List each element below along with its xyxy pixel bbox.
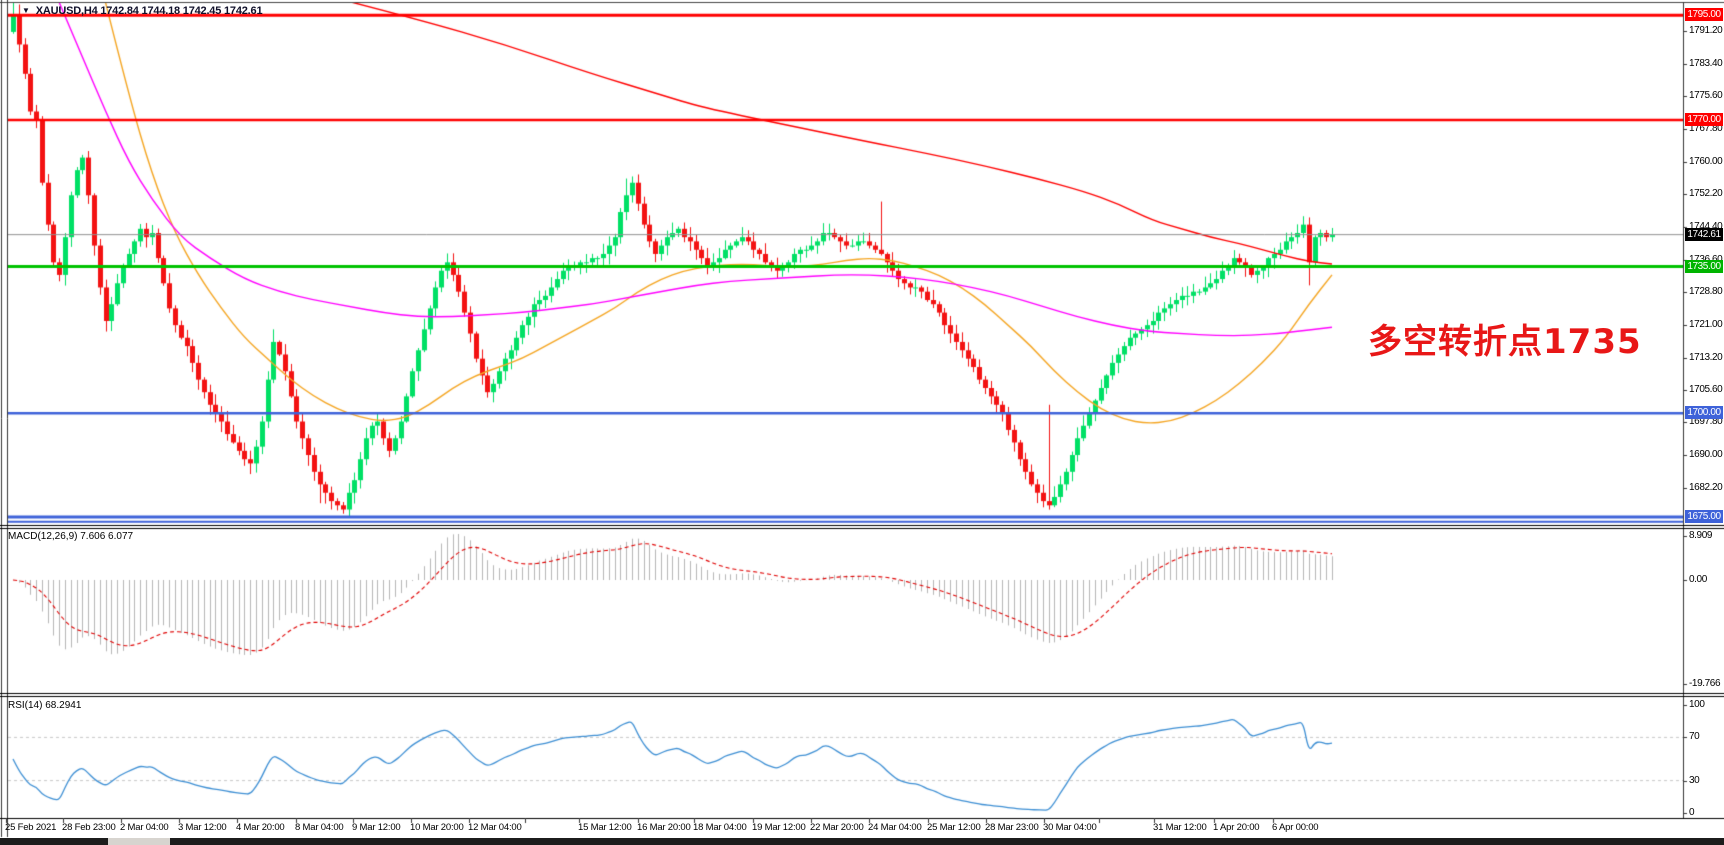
price-axis-label: 1690.00	[1689, 449, 1723, 461]
time-axis-label: 25 Feb 2021	[5, 822, 57, 833]
time-axis-label: 31 Mar 12:00	[1153, 822, 1207, 833]
rsi-axis-label: 30	[1689, 774, 1700, 786]
time-axis-label: 3 Mar 12:00	[178, 822, 227, 833]
macd-indicator-label: MACD(12,26,9) 7.606 6.077	[8, 531, 134, 542]
time-axis-label: 19 Mar 12:00	[752, 822, 806, 833]
price-axis-label: 1721.00	[1689, 319, 1723, 331]
chevron-down-icon[interactable]: ▼	[22, 6, 30, 15]
price-axis-label: 1791.20	[1689, 25, 1723, 37]
price-axis-label: 1736.60	[1689, 254, 1723, 265]
time-axis-label: 18 Mar 04:00	[693, 822, 747, 833]
time-axis-label: 24 Mar 04:00	[868, 822, 922, 833]
time-axis-label: 2 Mar 04:00	[120, 822, 169, 833]
price-level-badge: 1770.00	[1685, 112, 1723, 126]
time-axis-label: 9 Mar 12:00	[352, 822, 401, 833]
price-axis-label: 1775.60	[1689, 90, 1723, 102]
time-axis-label: 12 Mar 04:00	[468, 822, 522, 833]
chart-tab-active[interactable]	[108, 838, 170, 845]
price-level-badge: 1700.00	[1685, 406, 1723, 420]
chart-tab-bar	[0, 838, 1724, 845]
price-axis-label: 1682.20	[1689, 481, 1723, 493]
macd-axis-label: -19.766	[1689, 677, 1721, 689]
price-axis-label: 1767.80	[1689, 123, 1723, 135]
time-axis-label: 28 Feb 23:00	[62, 822, 116, 833]
symbol-ohlc-text: XAUUSD,H4 1742.84 1744.18 1742.45 1742.6…	[35, 5, 263, 17]
macd-axis-label: 8.909	[1689, 530, 1713, 541]
time-axis-label: 30 Mar 04:00	[1043, 822, 1097, 833]
rsi-axis-label: 70	[1689, 731, 1700, 743]
time-axis-label: 4 Mar 20:00	[236, 822, 285, 833]
price-axis-label: 1728.80	[1689, 286, 1723, 298]
price-axis-label: 1697.80	[1689, 416, 1723, 428]
time-axis-label: 1 Apr 20:00	[1213, 822, 1260, 833]
rsi-indicator-label: RSI(14) 68.2941	[8, 700, 82, 711]
price-axis-label: 1783.40	[1689, 57, 1723, 69]
price-axis-label: 1713.20	[1689, 351, 1723, 363]
price-axis-label: 1705.60	[1689, 383, 1723, 395]
time-axis-label: 8 Mar 04:00	[295, 822, 344, 833]
macd-axis-label: 0.00	[1689, 574, 1707, 585]
price-level-badge: 1795.00	[1685, 8, 1723, 22]
price-level-badge: 1735.00	[1685, 259, 1723, 273]
time-axis-label: 25 Mar 12:00	[927, 822, 981, 833]
price-level-badge: 1675.00	[1685, 510, 1723, 524]
time-axis-label: 10 Mar 20:00	[410, 822, 464, 833]
price-axis-label: 1760.00	[1689, 155, 1723, 167]
time-axis-label: 28 Mar 23:00	[985, 822, 1039, 833]
price-axis-label: 1744.40	[1689, 221, 1723, 233]
current-price-badge: 1742.61	[1685, 227, 1723, 241]
time-axis-label: 15 Mar 12:00	[578, 822, 632, 833]
time-axis-label: 16 Mar 20:00	[637, 822, 691, 833]
rsi-axis-label: 0	[1689, 807, 1695, 818]
time-axis-label: 6 Apr 00:00	[1272, 822, 1319, 833]
rsi-axis-label: 100	[1689, 699, 1705, 710]
price-axis-label: 1752.20	[1689, 188, 1723, 200]
annotation-text: 多空转折点1735	[1368, 322, 1642, 362]
time-axis-label: 22 Mar 20:00	[810, 822, 864, 833]
symbol-info[interactable]: ▼ XAUUSD,H4 1742.84 1744.18 1742.45 1742.…	[22, 5, 263, 17]
